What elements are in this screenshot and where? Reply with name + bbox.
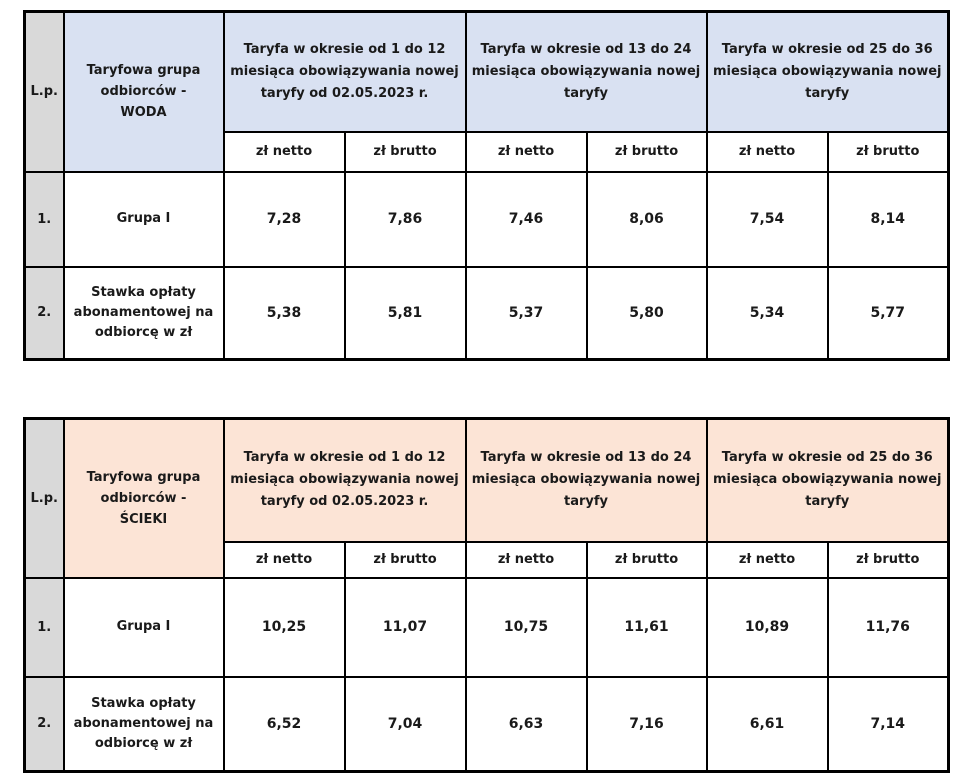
sewage-lp-header-cell: L.p. — [23, 417, 65, 579]
row-label-cell: Grupa I — [62, 576, 225, 678]
water-period-1-header-cell: Taryfa w okresie od 1 do 12 miesiąca obo… — [222, 10, 467, 133]
sewage-period-1-header-cell: Taryfa w okresie od 1 do 12 miesiąca obo… — [222, 417, 467, 543]
water-header-row: L.p. Taryfowa grupa odbiorców - WODA Tar… — [23, 10, 950, 173]
water-netto-3-subheader-cell: zł netto — [705, 130, 829, 173]
value-cell: 5,80 — [585, 265, 708, 361]
table-row: 1. Grupa I 7,28 7,86 7,46 8,06 7,54 8,14 — [23, 170, 950, 268]
value-cell: 6,61 — [705, 675, 829, 773]
value-cell: 5,38 — [222, 265, 346, 361]
value-cell: 10,75 — [464, 576, 588, 678]
row-index-cell: 2. — [23, 265, 65, 361]
row-label-cell: Stawka opłaty abonamentowej na odbiorcę … — [62, 265, 225, 361]
value-cell: 5,34 — [705, 265, 829, 361]
value-cell: 7,28 — [222, 170, 346, 268]
sewage-netto-1-subheader-cell: zł netto — [222, 540, 346, 579]
water-netto-1-subheader-cell: zł netto — [222, 130, 346, 173]
value-cell: 7,46 — [464, 170, 588, 268]
row-index-cell: 1. — [23, 170, 65, 268]
sewage-brutto-2-subheader-cell: zł brutto — [585, 540, 708, 579]
table-row: 2. Stawka opłaty abonamentowej na odbior… — [23, 265, 950, 361]
water-brutto-3-subheader-cell: zł brutto — [826, 130, 950, 173]
row-index-cell: 2. — [23, 675, 65, 773]
table-row: 1. Grupa I 10,25 11,07 10,75 11,61 10,89… — [23, 576, 950, 678]
value-cell: 7,54 — [705, 170, 829, 268]
value-cell: 5,37 — [464, 265, 588, 361]
row-label-cell: Stawka opłaty abonamentowej na odbiorcę … — [62, 675, 225, 773]
water-group-header-cell: Taryfowa grupa odbiorców - WODA — [62, 10, 225, 173]
water-netto-2-subheader-cell: zł netto — [464, 130, 588, 173]
water-period-3-header-cell: Taryfa w okresie od 25 do 36 miesiąca ob… — [705, 10, 950, 133]
sewage-netto-2-subheader-cell: zł netto — [464, 540, 588, 579]
sewage-header-row: L.p. Taryfowa grupa odbiorców - ŚCIEKI T… — [23, 417, 950, 579]
value-cell: 11,76 — [826, 576, 950, 678]
value-cell: 7,14 — [826, 675, 950, 773]
value-cell: 7,86 — [343, 170, 467, 268]
value-cell: 8,14 — [826, 170, 950, 268]
sewage-period-3-header-cell: Taryfa w okresie od 25 do 36 miesiąca ob… — [705, 417, 950, 543]
value-cell: 10,25 — [222, 576, 346, 678]
value-cell: 11,07 — [343, 576, 467, 678]
water-brutto-2-subheader-cell: zł brutto — [585, 130, 708, 173]
water-tariff-table: L.p. Taryfowa grupa odbiorców - WODA Tar… — [23, 10, 950, 361]
sewage-brutto-1-subheader-cell: zł brutto — [343, 540, 467, 579]
value-cell: 11,61 — [585, 576, 708, 678]
row-index-cell: 1. — [23, 576, 65, 678]
value-cell: 10,89 — [705, 576, 829, 678]
value-cell: 6,63 — [464, 675, 588, 773]
water-lp-header-cell: L.p. — [23, 10, 65, 173]
sewage-period-2-header-cell: Taryfa w okresie od 13 do 24 miesiąca ob… — [464, 417, 708, 543]
value-cell: 8,06 — [585, 170, 708, 268]
water-period-2-header-cell: Taryfa w okresie od 13 do 24 miesiąca ob… — [464, 10, 708, 133]
row-label-cell: Grupa I — [62, 170, 225, 268]
sewage-tariff-table: L.p. Taryfowa grupa odbiorców - ŚCIEKI T… — [23, 417, 950, 773]
value-cell: 7,16 — [585, 675, 708, 773]
water-brutto-1-subheader-cell: zł brutto — [343, 130, 467, 173]
value-cell: 7,04 — [343, 675, 467, 773]
value-cell: 6,52 — [222, 675, 346, 773]
sewage-subheader-row: zł netto zł brutto zł netto zł brutto zł… — [25, 540, 950, 579]
sewage-brutto-3-subheader-cell: zł brutto — [826, 540, 950, 579]
water-subheader-row: zł netto zł brutto zł netto zł brutto zł… — [25, 130, 950, 173]
table-row: 2. Stawka opłaty abonamentowej na odbior… — [23, 675, 950, 773]
sewage-group-header-cell: Taryfowa grupa odbiorców - ŚCIEKI — [62, 417, 225, 579]
value-cell: 5,81 — [343, 265, 467, 361]
value-cell: 5,77 — [826, 265, 950, 361]
sewage-netto-3-subheader-cell: zł netto — [705, 540, 829, 579]
